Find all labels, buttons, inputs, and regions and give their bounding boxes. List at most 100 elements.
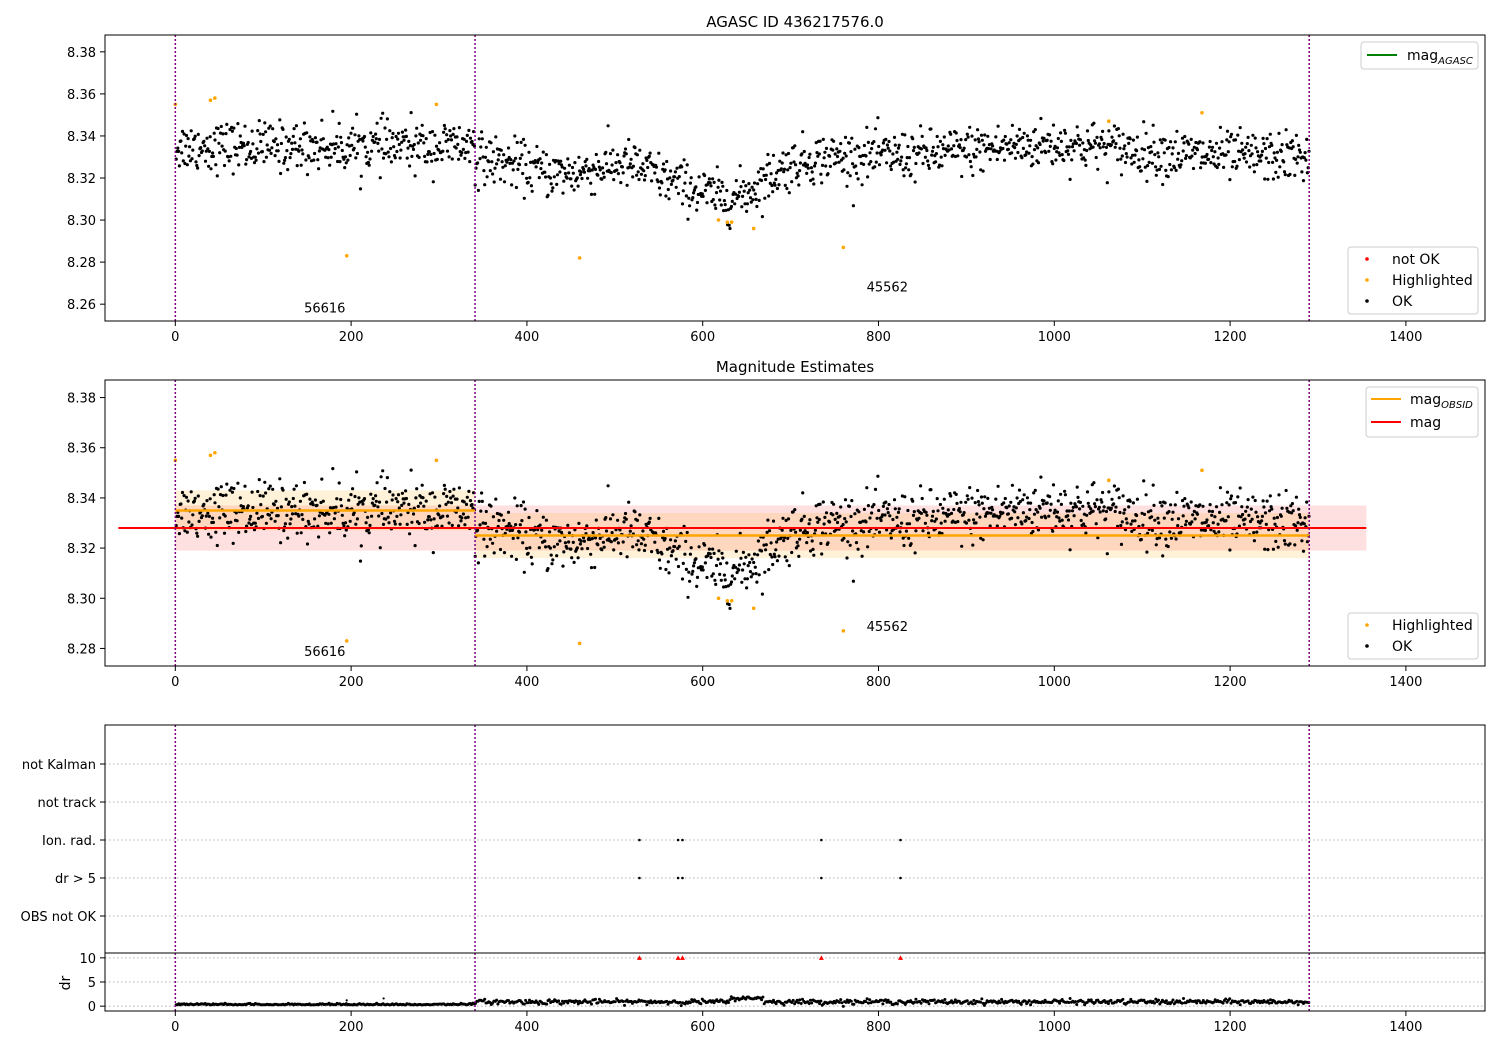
ok-point <box>868 151 872 155</box>
ok-point <box>179 139 183 143</box>
ok-point <box>411 512 416 516</box>
ok-point <box>819 541 823 546</box>
ok-point <box>931 509 935 513</box>
ok-point <box>1225 501 1229 505</box>
ok-point <box>720 180 724 184</box>
ok-point <box>753 565 757 569</box>
ok-point <box>384 152 388 156</box>
ok-point <box>1271 547 1275 551</box>
ok-point <box>892 135 897 139</box>
ok-point <box>316 158 320 162</box>
ok-point <box>854 164 858 168</box>
dr-point <box>1067 1001 1071 1004</box>
ok-point <box>313 517 317 521</box>
ok-point <box>1240 141 1244 145</box>
y-tick-label: 8.30 <box>67 592 96 607</box>
ok-point <box>220 144 224 148</box>
ok-point <box>740 580 744 584</box>
ok-point <box>585 524 589 528</box>
ok-point <box>805 531 810 535</box>
ok-point <box>1047 514 1051 518</box>
ok-point <box>1163 501 1167 505</box>
ok-point <box>514 557 519 562</box>
ok-point <box>1066 518 1071 522</box>
ok-point <box>752 552 757 556</box>
ok-point <box>502 153 506 157</box>
ok-point <box>803 161 807 165</box>
ok-point <box>1079 153 1083 157</box>
ok-point <box>1034 508 1038 512</box>
dr-point <box>727 1001 731 1004</box>
ok-point <box>425 160 429 164</box>
ok-point <box>682 158 686 162</box>
ok-point <box>480 499 484 503</box>
ok-point <box>911 149 916 153</box>
dr-point <box>844 1000 848 1004</box>
ok-point <box>223 514 227 518</box>
ok-point <box>995 524 999 528</box>
ok-point <box>1187 142 1191 146</box>
ok-point <box>664 194 668 198</box>
ok-point <box>519 504 523 508</box>
ok-point <box>359 544 363 548</box>
ok-point <box>1001 146 1005 151</box>
ok-point <box>562 550 566 554</box>
ok-point <box>784 518 788 523</box>
ok-point <box>295 531 299 535</box>
ok-point <box>1082 156 1086 160</box>
dr-point <box>613 1000 617 1004</box>
ok-point <box>1271 177 1275 181</box>
ok-point <box>1259 159 1263 163</box>
ok-point <box>563 171 568 176</box>
ok-point <box>1051 123 1056 127</box>
ok-point <box>1275 158 1279 162</box>
ok-point <box>237 530 241 535</box>
ok-point <box>548 530 552 534</box>
ok-point <box>1191 148 1195 152</box>
ok-point <box>432 151 436 156</box>
ok-point <box>782 536 787 540</box>
dr-point <box>913 1000 916 1004</box>
ok-point <box>990 505 994 509</box>
ok-point <box>1085 513 1089 517</box>
ok-point <box>861 519 865 523</box>
dr-point <box>1000 997 1004 1001</box>
ok-point <box>472 144 476 148</box>
ok-point <box>232 486 236 491</box>
ok-point <box>1237 149 1241 153</box>
ok-point <box>884 500 888 504</box>
flag-category-label: not Kalman <box>22 758 96 773</box>
ok-point <box>464 151 468 155</box>
ok-point <box>366 160 370 165</box>
ok-point <box>946 144 950 148</box>
ok-point <box>548 546 553 550</box>
ok-point <box>183 161 187 166</box>
ok-point <box>947 148 951 152</box>
ok-point <box>1303 516 1307 520</box>
ok-point <box>671 549 675 553</box>
ok-point <box>1262 142 1266 146</box>
ok-point <box>430 130 435 134</box>
ok-point <box>1104 517 1108 521</box>
ok-point <box>810 539 814 543</box>
ok-point <box>709 555 713 560</box>
ok-point <box>930 149 935 153</box>
ok-point <box>1014 506 1018 510</box>
ok-point <box>912 145 916 149</box>
ok-point <box>477 137 481 141</box>
ok-point <box>939 155 943 159</box>
x-tick-label: 200 <box>339 330 364 345</box>
ok-point <box>590 537 594 541</box>
ok-point <box>765 163 769 167</box>
ok-point <box>849 150 853 154</box>
ok-point <box>1129 156 1133 160</box>
ok-point <box>1290 502 1294 506</box>
ok-point <box>808 152 812 156</box>
ok-point <box>1216 156 1220 160</box>
ok-point <box>598 536 602 541</box>
ok-point <box>1032 491 1036 495</box>
ok-point <box>695 584 699 589</box>
ok-point <box>1020 522 1024 526</box>
ok-point <box>444 502 448 506</box>
ok-point <box>724 585 728 589</box>
